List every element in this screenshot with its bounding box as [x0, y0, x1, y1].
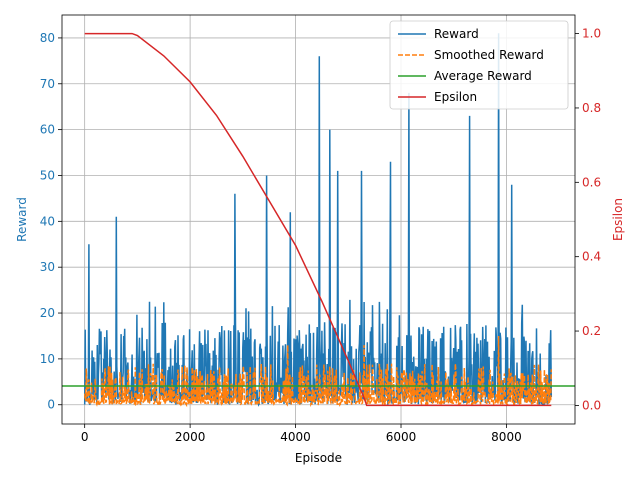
legend-label-reward: Reward [434, 27, 479, 41]
series-reward-line [83, 33, 553, 407]
y-tick-label: 40 [40, 214, 55, 228]
y2-tick-label: 0.0 [582, 398, 601, 412]
y2-tick-label: 0.2 [582, 324, 601, 338]
y2-tick-label: 1.0 [582, 27, 601, 41]
series-epsilon-line [84, 32, 552, 407]
x-tick-label: 4000 [280, 430, 311, 444]
legend: Reward Smoothed Reward Average Reward Epsil… [389, 20, 569, 110]
y-tick-label: 20 [40, 306, 55, 320]
legend-label-average-reward: Average Reward [434, 69, 532, 83]
legend-label-smoothed-reward: Smoothed Reward [434, 48, 544, 62]
plot-area [62, 32, 575, 408]
y2-axis-title: Epsilon [611, 198, 625, 241]
y-tick-label: 80 [40, 31, 55, 45]
x-axis-title: Episode [295, 451, 342, 465]
legend-label-epsilon: Epsilon [434, 90, 477, 104]
plot-frame [61, 14, 576, 425]
y2-tick-label: 0.4 [582, 250, 601, 264]
legend-box [389, 20, 569, 110]
x-tick-label: 2000 [175, 430, 206, 444]
y-tick-label: 50 [40, 168, 55, 182]
y-tick-label: 60 [40, 123, 55, 137]
y-tick-label: 0 [47, 398, 55, 412]
x-tick-label: 6000 [386, 430, 417, 444]
y2-tick-label: 0.8 [582, 101, 601, 115]
y-tick-label: 10 [40, 352, 55, 366]
x-tick-label: 0 [81, 430, 89, 444]
y-axis-title: Reward [15, 197, 29, 242]
y-tick-label: 30 [40, 260, 55, 274]
y2-tick-label: 0.6 [582, 175, 601, 189]
y-tick-label: 70 [40, 77, 55, 91]
axes: 0 2000 4000 6000 8000 0 10 20 30 40 50 60 70 80 0.0 0.2… [15, 14, 625, 465]
x-tick-label: 8000 [491, 430, 522, 444]
series-smoothed-reward-line [83, 335, 553, 408]
